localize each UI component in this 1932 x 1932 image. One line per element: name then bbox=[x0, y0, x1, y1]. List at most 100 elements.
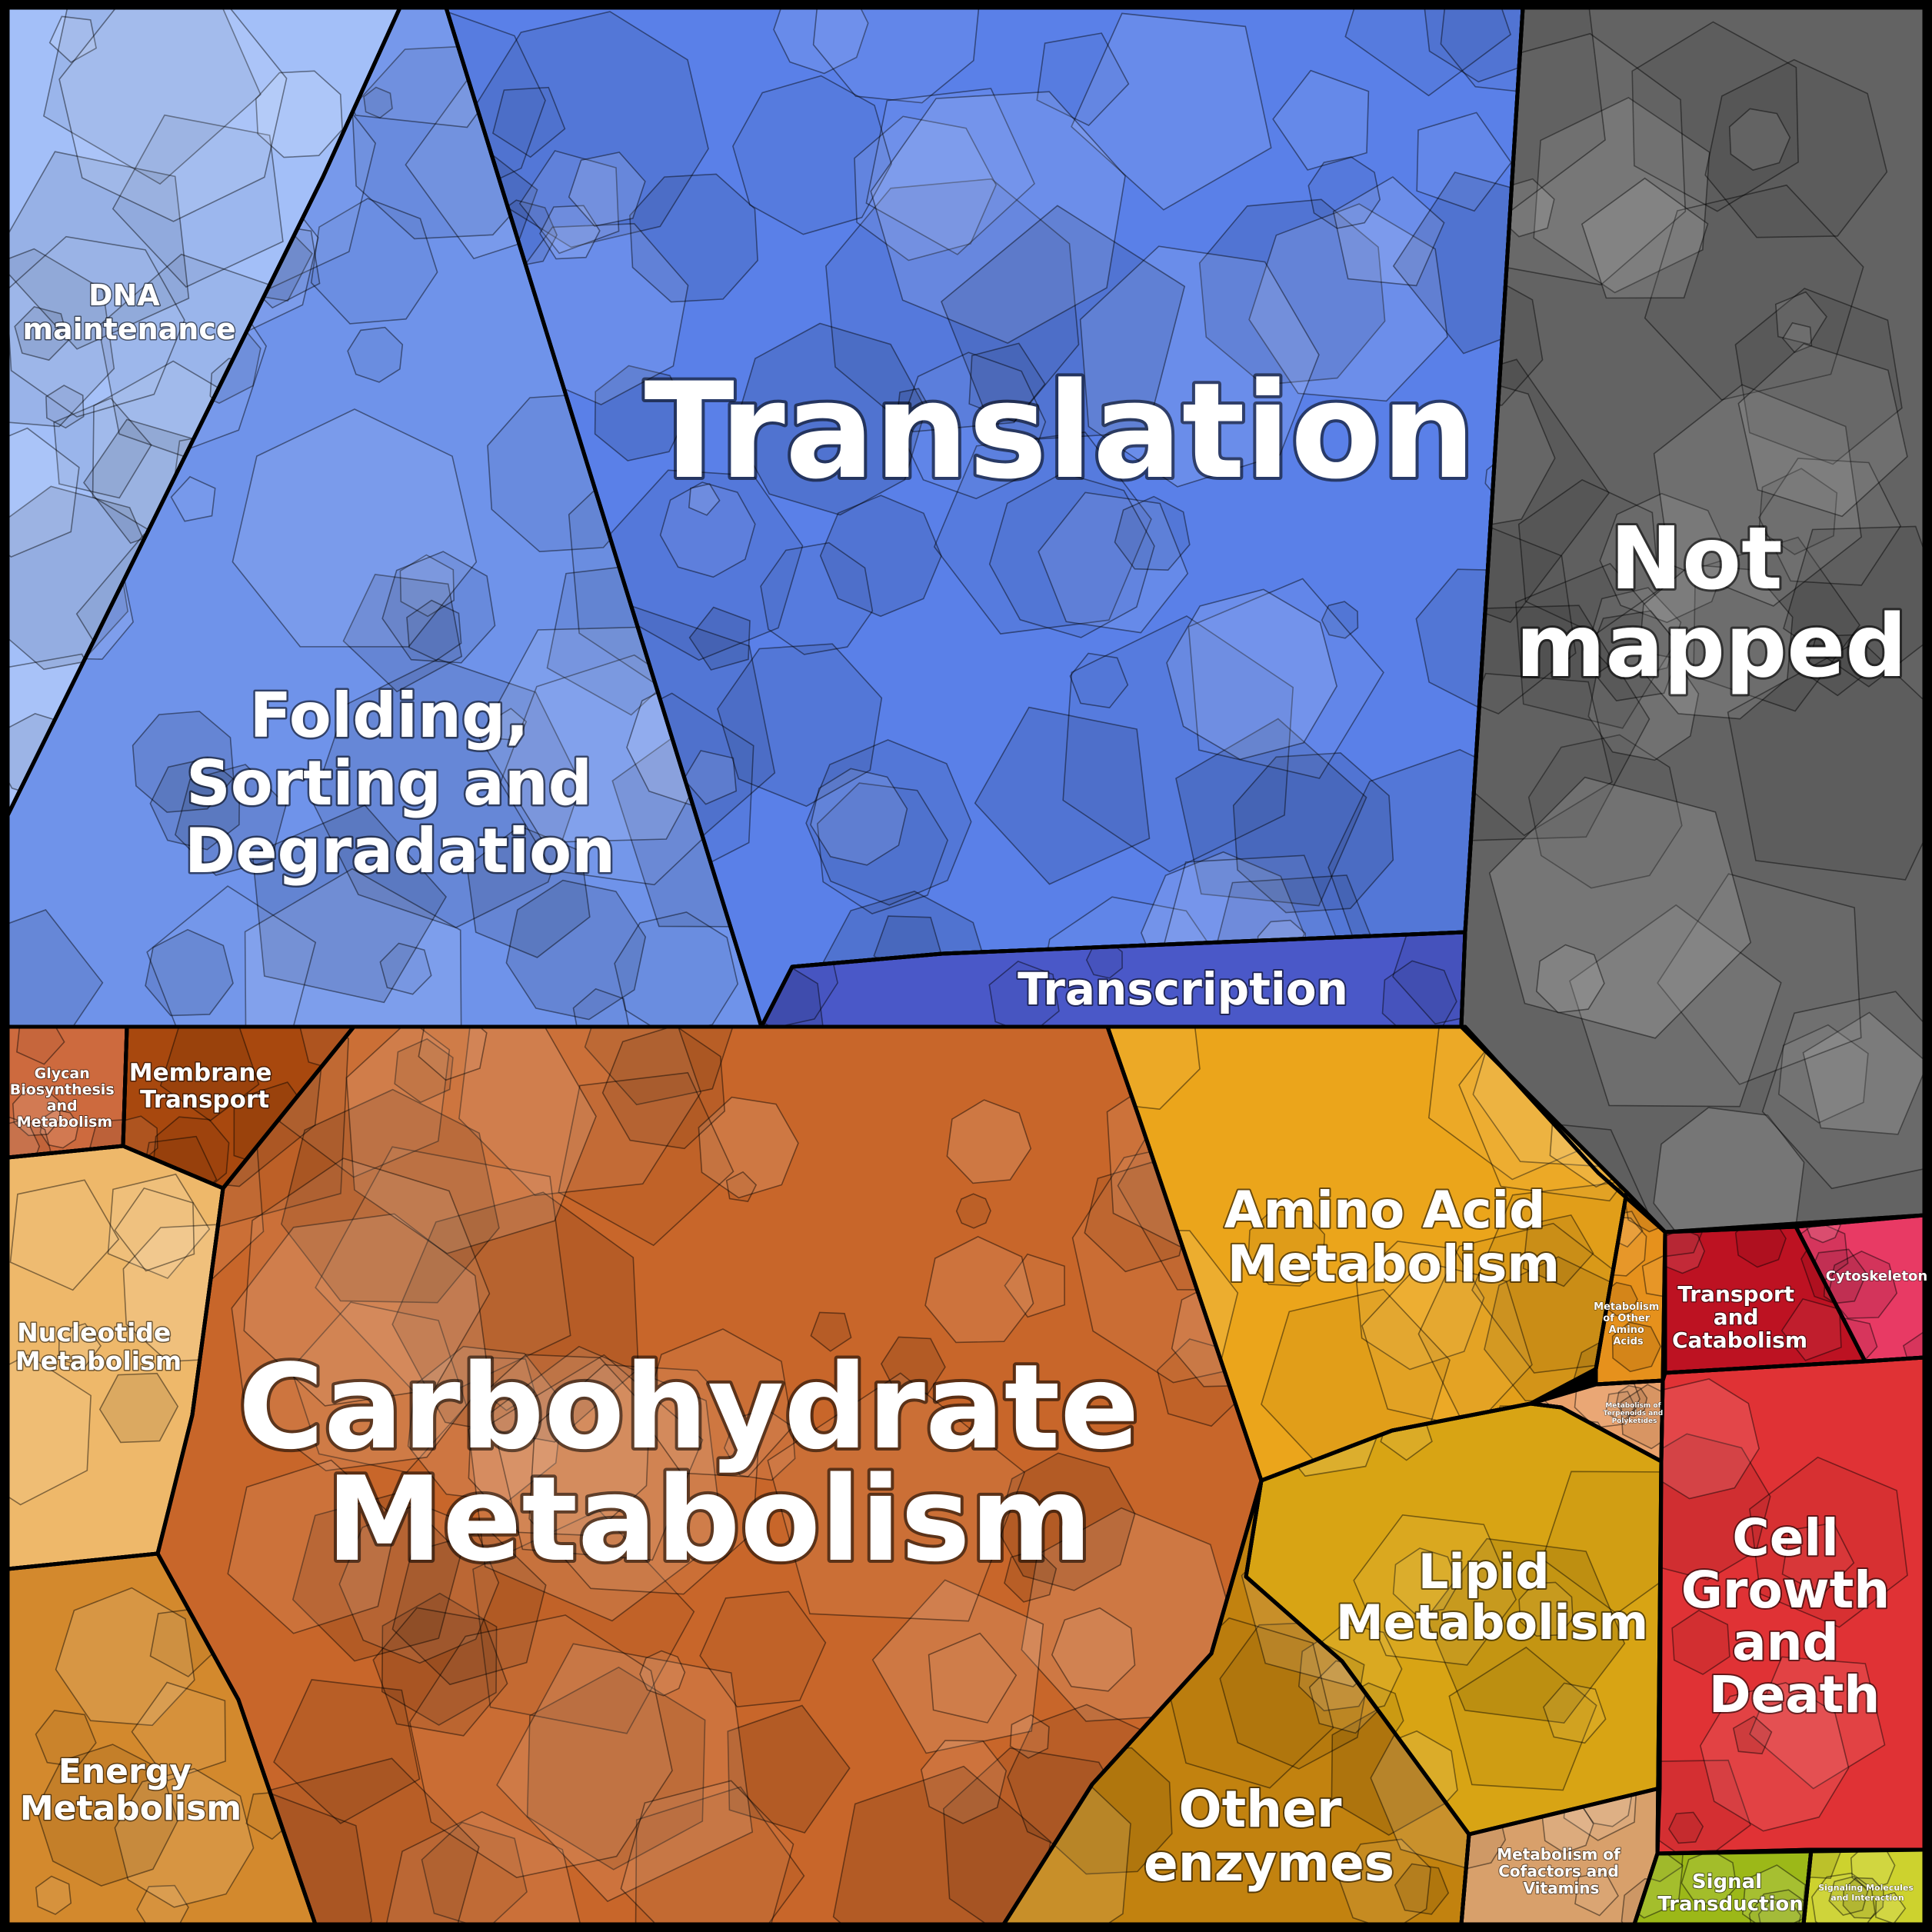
subcategory-cell bbox=[35, 1875, 72, 1915]
subcategory-cell bbox=[1599, 492, 1730, 624]
label-line: Metabolism bbox=[1336, 1594, 1648, 1651]
cell-texture bbox=[1634, 1850, 1811, 1924]
subcategory-cell bbox=[1741, 1864, 1806, 1924]
subcategory-cell bbox=[1732, 1715, 1773, 1755]
subcategory-cell bbox=[1681, 1850, 1737, 1906]
subcategory-cell bbox=[1657, 1378, 1760, 1500]
subcategory-cell bbox=[408, 1614, 673, 1879]
subcategory-cell bbox=[1737, 342, 1908, 518]
subcategory-cell bbox=[1541, 1471, 1661, 1614]
label-translation: Translation bbox=[645, 354, 1476, 508]
subcategory-cell bbox=[528, 1364, 760, 1595]
subcategory-cell bbox=[243, 1158, 491, 1407]
subcategory-cell bbox=[496, 1643, 754, 1903]
subcategory-cell bbox=[1587, 587, 1682, 680]
subcategory-cell bbox=[399, 554, 455, 618]
subcategory-cell bbox=[1535, 944, 1605, 1014]
subcategory-cell bbox=[391, 1191, 639, 1443]
subcategory-cell bbox=[1461, 672, 1613, 837]
label-line: Vitamins bbox=[1524, 1879, 1600, 1897]
subcategory-cell bbox=[45, 385, 85, 429]
subcategory-cell bbox=[1355, 1241, 1485, 1371]
subcategory-cell bbox=[1004, 1253, 1065, 1318]
subcategory-cell bbox=[471, 11, 709, 248]
subcategory-cell bbox=[1581, 177, 1709, 299]
subcategory-cell bbox=[406, 599, 462, 661]
label-line: and bbox=[47, 1098, 78, 1114]
label-line: Amino bbox=[1609, 1324, 1644, 1336]
subcategory-cell bbox=[1036, 32, 1130, 126]
subcategory-cell bbox=[1272, 69, 1370, 171]
subcategory-cell bbox=[232, 408, 478, 648]
subcategory-cell bbox=[1514, 562, 1677, 729]
subcategory-cell bbox=[1009, 1714, 1050, 1759]
subcategory-cell bbox=[898, 351, 1047, 500]
label-line: DNA bbox=[88, 278, 160, 312]
subcategory-cell bbox=[572, 988, 630, 1027]
subcategory-cell bbox=[1517, 478, 1660, 635]
subcategory-cell bbox=[446, 11, 546, 200]
label-line: Not bbox=[1610, 509, 1782, 609]
subcategory-cell bbox=[1394, 1863, 1450, 1915]
subcategory-cell bbox=[58, 8, 288, 222]
subcategory-cell bbox=[1758, 468, 1838, 555]
subcategory-cell bbox=[968, 342, 1046, 422]
subcategory-cell bbox=[1247, 1208, 1326, 1287]
subcategory-cell bbox=[1804, 634, 1870, 697]
subcategory-cell bbox=[1344, 8, 1512, 97]
label-line: mapped bbox=[1516, 597, 1907, 697]
subcategory-cell bbox=[8, 248, 115, 428]
subcategory-cell bbox=[629, 173, 758, 303]
label-signal: Signal Transduction bbox=[1657, 1870, 1803, 1916]
label-line: maintenance bbox=[22, 312, 235, 346]
subcategory-cell bbox=[505, 879, 647, 1021]
subcategory-cell bbox=[407, 1345, 564, 1502]
subcategory-cell bbox=[812, 8, 981, 104]
subcategory-cell bbox=[132, 711, 235, 813]
subcategory-cell bbox=[468, 1354, 651, 1537]
subcategory-cell bbox=[1727, 639, 1924, 881]
subcategory-cell bbox=[1637, 564, 1794, 720]
label-line: Translation bbox=[645, 354, 1476, 508]
subcategory-cell bbox=[816, 782, 948, 914]
subcategory-cell bbox=[988, 960, 1060, 1027]
label-line: of Other bbox=[1603, 1313, 1650, 1324]
subcategory-cell bbox=[1175, 718, 1367, 907]
label-line: Metabolism bbox=[326, 1451, 1092, 1587]
subcategory-cell bbox=[1448, 1646, 1597, 1791]
label-line: Metabolism bbox=[15, 1346, 182, 1376]
label-line: Metabolism of bbox=[1497, 1845, 1621, 1864]
subcategory-cell bbox=[732, 75, 892, 235]
subcategory-cell bbox=[688, 483, 721, 516]
label-terpenoids: Metabolism of Terpenoids and Polyketides bbox=[1604, 1402, 1666, 1425]
label-transport-catabolism: Transport and Catabolism bbox=[1672, 1281, 1807, 1353]
subcategory-cell bbox=[8, 235, 185, 418]
subcategory-cell bbox=[136, 1884, 189, 1924]
subcategory-cell bbox=[112, 114, 284, 288]
subcategory-cell bbox=[1811, 1872, 1876, 1924]
label-line: and bbox=[1714, 1304, 1759, 1330]
label-line: Cell bbox=[1732, 1508, 1838, 1567]
subcategory-cell bbox=[1757, 1899, 1802, 1924]
subcategory-cell bbox=[12, 1088, 62, 1137]
subcategory-cell bbox=[1569, 904, 1782, 1108]
cell-texture bbox=[35, 1587, 296, 1924]
subcategory-cell bbox=[1704, 58, 1888, 238]
label-line: Cytoskeleton bbox=[1826, 1268, 1928, 1284]
subcategory-cell bbox=[1653, 1107, 1805, 1232]
subcategory-cell bbox=[1533, 96, 1710, 294]
subcategory-cell bbox=[381, 551, 496, 664]
label-line: and Interaction bbox=[1830, 1893, 1904, 1903]
subcategory-cell bbox=[1875, 1891, 1907, 1924]
subcategory-cell bbox=[610, 469, 804, 661]
subcategory-cell bbox=[290, 1301, 468, 1474]
subcategory-cell bbox=[491, 1354, 704, 1561]
subcategory-cell bbox=[1522, 1214, 1594, 1287]
subcategory-cell bbox=[997, 1452, 1136, 1591]
subcategory-cell bbox=[114, 1187, 195, 1272]
subcategory-cell bbox=[832, 1765, 1051, 1924]
subcategory-cell bbox=[773, 8, 869, 75]
label-line: Transport bbox=[1677, 1281, 1794, 1307]
subcategory-cell bbox=[149, 758, 241, 851]
